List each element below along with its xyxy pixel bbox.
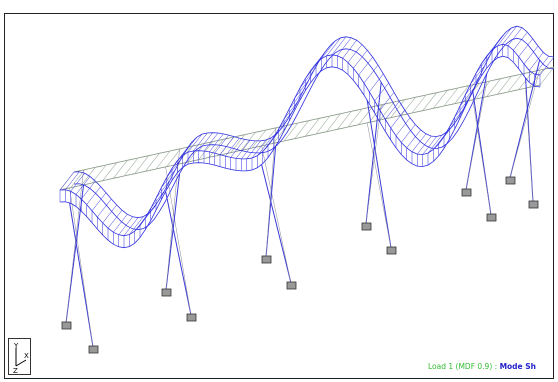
axis-label: Z [13,367,18,375]
status-mode: Mode Sh [500,362,536,371]
footing [487,214,496,221]
footing [187,314,196,321]
page: Y X Z Load 1 (MDF 0.9) : Mode Sh (() => … [0,0,558,382]
status-load: Load 1 (MDF 0.9) : [428,362,497,371]
footing [262,256,271,263]
background [0,0,558,382]
footing [462,189,471,196]
footing [387,247,396,254]
axis-label: Y [13,342,19,350]
footing [529,201,538,208]
footing [162,289,171,296]
footing [362,223,371,230]
footing [287,282,296,289]
viewport: Y X Z Load 1 (MDF 0.9) : Mode Sh [0,0,558,382]
axis-label: X [24,352,29,360]
footing [506,177,515,184]
footing [62,322,71,329]
footing [89,346,98,353]
axis-icon: Y X Z [9,339,31,376]
status-text: Load 1 (MDF 0.9) : Mode Sh [428,362,536,371]
